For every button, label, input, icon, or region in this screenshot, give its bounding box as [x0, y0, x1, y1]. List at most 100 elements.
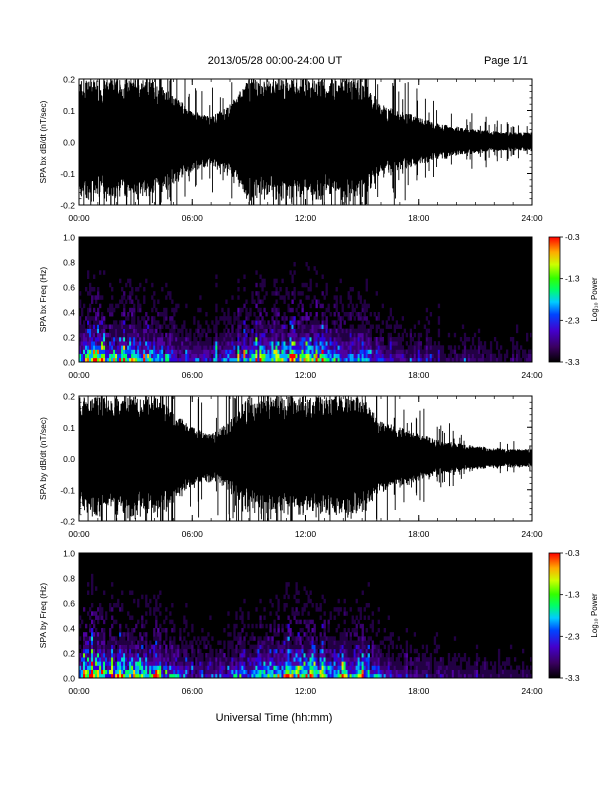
spectrogram-cell	[421, 353, 425, 359]
spectrogram-cell	[339, 665, 342, 670]
spectrogram-cell	[473, 332, 477, 338]
spectrogram-cell	[231, 669, 234, 675]
spectrogram-cell	[307, 594, 310, 600]
spectrogram-cell	[389, 345, 392, 350]
spectrogram-cell	[299, 337, 302, 342]
spectrogram-cell	[405, 640, 409, 645]
spectrogram-cell	[355, 648, 358, 654]
spectrogram-cell	[173, 328, 176, 334]
spectrogram-cell	[455, 665, 459, 670]
spectrogram-cell	[133, 337, 136, 342]
spectrogram-cell	[375, 632, 378, 637]
spectrogram-cell	[165, 332, 168, 338]
spectrogram-cell	[263, 673, 266, 679]
spectrogram-cell	[279, 341, 282, 346]
spectrogram-cell	[391, 653, 394, 658]
plot-frame	[78, 395, 533, 522]
spectrogram-cell	[335, 653, 338, 658]
spectrogram-cell	[265, 353, 268, 359]
spectrogram-cell	[369, 648, 372, 654]
spectrogram-cell	[93, 345, 96, 350]
spectrogram-cell	[215, 665, 218, 670]
spectrogram-cell	[275, 653, 278, 658]
spectrogram-cell	[407, 345, 411, 350]
spectrogram-cell	[207, 640, 210, 645]
spectrogram-cell	[351, 341, 354, 346]
spectrogram-cell	[289, 648, 292, 654]
spectrogram-cell	[95, 586, 98, 591]
spectrogram-cell	[297, 619, 300, 625]
spectrogram-cell	[163, 661, 166, 666]
spectrogram-cell	[333, 607, 336, 612]
spectrogram-cell	[425, 307, 429, 313]
spectrogram-cell	[261, 341, 264, 346]
spectrogram-cell	[91, 665, 94, 670]
spectrogram-cell	[323, 628, 326, 633]
spectrogram-cell	[131, 312, 134, 317]
spectrogram-cell	[167, 332, 170, 338]
spectrogram-cell	[287, 345, 290, 350]
spectrogram-cell	[513, 345, 517, 350]
spectrogram-cell	[377, 324, 380, 329]
spectrogram-cell	[289, 640, 292, 645]
spectrogram-cell	[263, 295, 266, 300]
spectrogram-cell	[133, 312, 136, 317]
spectrogram-cell	[413, 632, 417, 637]
spectrogram-cell	[205, 657, 208, 662]
spectrogram-cell	[455, 669, 459, 675]
spectrogram-cell	[285, 665, 288, 670]
spectrogram-cell	[249, 345, 252, 350]
spectrogram-cell	[389, 324, 392, 329]
spectrogram-cell	[245, 665, 248, 670]
spectrogram-cell	[289, 332, 292, 338]
spectrogram-cell	[309, 324, 312, 329]
spectrogram-cell	[433, 648, 437, 654]
spectrogram-cell	[225, 345, 228, 350]
spectrogram-cell	[239, 648, 242, 654]
spectrogram-cell	[81, 307, 84, 313]
spectrogram-cell	[365, 357, 368, 363]
spectrogram-cell	[341, 341, 344, 346]
spectrogram-cell	[337, 611, 340, 616]
spectrogram-cell	[147, 353, 150, 359]
spectrogram-cell	[283, 341, 286, 346]
spectrogram-cell	[393, 349, 396, 354]
spectrogram-cell	[107, 648, 110, 654]
spectrogram-cell	[151, 337, 154, 342]
spectrogram-cell	[291, 337, 294, 342]
spectrogram-cell	[479, 665, 483, 670]
spectrogram-cell	[163, 665, 166, 670]
spectrogram-cell	[523, 669, 527, 675]
spectrogram-cell	[89, 623, 92, 629]
spectrogram-cell	[389, 307, 392, 313]
spectrogram-cell	[349, 295, 352, 300]
spectrogram-cell	[315, 316, 318, 321]
spectrogram-cell	[505, 661, 509, 666]
spectrogram-cell	[235, 644, 238, 650]
spectrogram-cell	[387, 341, 390, 346]
spectrogram-cell	[355, 349, 358, 354]
spectrogram-cell	[309, 282, 312, 288]
spectrogram-cell	[523, 353, 527, 359]
spectrogram-cell	[321, 665, 324, 670]
spectrogram-cell	[323, 653, 326, 658]
spectrogram-cell	[335, 607, 338, 612]
spectrogram-cell	[415, 648, 419, 654]
spectrogram-cell	[147, 648, 150, 654]
spectrogram-cell	[289, 644, 292, 650]
spectrogram-cell	[187, 644, 190, 650]
spectrogram-cell	[245, 316, 248, 321]
spectrogram-cell	[87, 640, 90, 645]
spectrogram-cell	[201, 332, 204, 338]
x-tick-label: 00:00	[68, 686, 90, 696]
spectrogram-cell	[281, 673, 284, 679]
spectrogram-cell	[89, 332, 92, 338]
spectrogram-cell	[257, 341, 260, 346]
spectrogram-cell	[345, 653, 348, 658]
spectrogram-cell	[433, 661, 437, 666]
spectrogram-cell	[101, 316, 104, 321]
spectrogram-cell	[251, 341, 254, 346]
spectrogram-cell	[145, 337, 148, 342]
spectrogram-cell	[127, 312, 130, 317]
spectrogram-cell	[239, 665, 242, 670]
